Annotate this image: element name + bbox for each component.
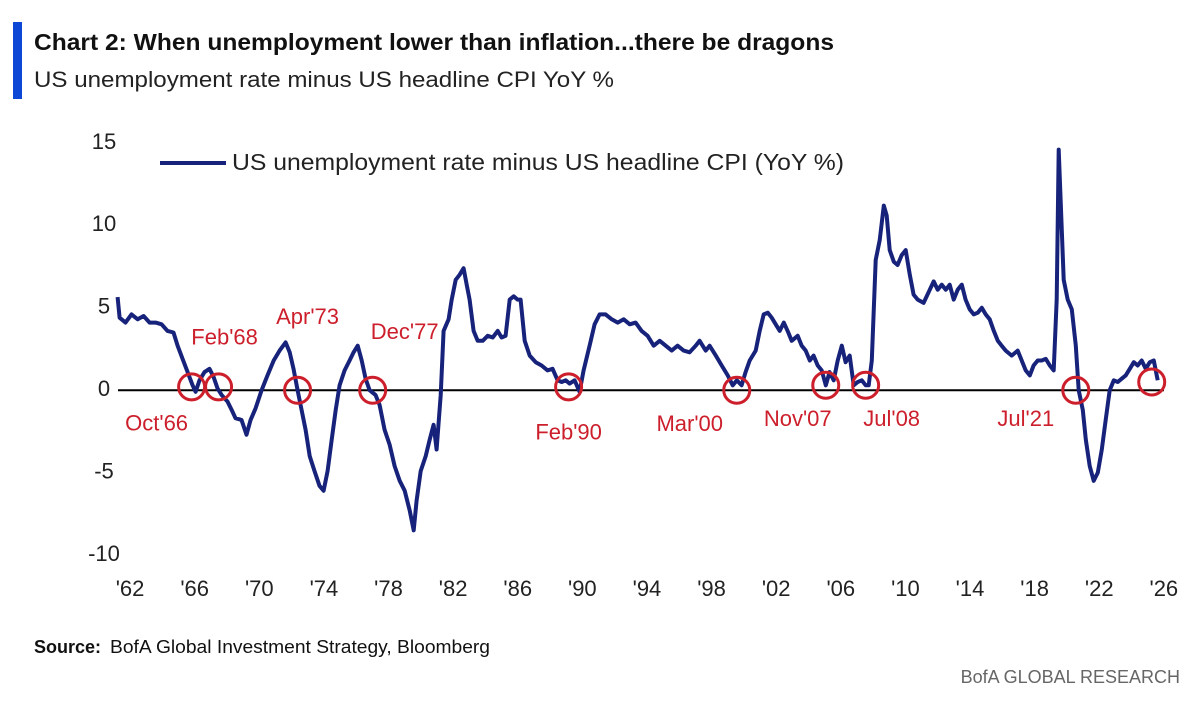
x-tick-label: '82 xyxy=(439,576,468,601)
x-tick-label: '02 xyxy=(762,576,791,601)
annotation-circle xyxy=(283,375,313,405)
annotation-label: Mar'00 xyxy=(656,411,723,436)
annotation-label: Jul'21 xyxy=(997,406,1054,431)
annotation-label: Jul'08 xyxy=(863,406,920,431)
footer: BofA GLOBAL RESEARCH xyxy=(961,667,1180,687)
y-tick-label: 10 xyxy=(92,211,116,236)
annotation-circle xyxy=(811,370,841,400)
x-tick-label: '14 xyxy=(956,576,985,601)
annotation-label: Feb'68 xyxy=(191,325,258,350)
annotation-label: Dec'77 xyxy=(371,319,439,344)
annotation-label: Apr'73 xyxy=(276,304,339,329)
source: BofA Global Investment Strategy, Bloombe… xyxy=(110,637,490,657)
x-tick-label: '74 xyxy=(310,576,339,601)
annotation-circle xyxy=(554,372,584,402)
x-tick-label: '66 xyxy=(180,576,209,601)
title-accent xyxy=(13,22,22,99)
y-tick-label: 5 xyxy=(98,294,110,319)
source-label: Source: xyxy=(34,637,101,657)
y-tick-label: 0 xyxy=(98,376,110,401)
x-tick-label: '22 xyxy=(1085,576,1114,601)
annotation-label: Nov'07 xyxy=(764,406,832,431)
x-tick-label: '70 xyxy=(245,576,274,601)
y-tick-label: -5 xyxy=(94,458,114,483)
annotation-label: Feb'90 xyxy=(535,420,602,445)
annotation-circle xyxy=(1137,367,1167,397)
x-tick-label: '26 xyxy=(1150,576,1179,601)
x-tick-label: '06 xyxy=(826,576,855,601)
annotation-circle xyxy=(358,375,388,405)
legend-label: US unemployment rate minus US headline C… xyxy=(232,149,844,175)
x-tick-label: '86 xyxy=(503,576,532,601)
annotation-circle xyxy=(1061,375,1091,405)
x-tick-label: '10 xyxy=(891,576,920,601)
x-tick-label: '18 xyxy=(1020,576,1049,601)
x-tick-label: '62 xyxy=(116,576,145,601)
annotation-circle xyxy=(722,375,752,405)
x-tick-label: '98 xyxy=(697,576,726,601)
annotation-circle xyxy=(851,370,881,400)
chart-title: Chart 2: When unemployment lower than in… xyxy=(34,29,834,55)
y-tick-label: -10 xyxy=(88,541,120,566)
x-tick-label: '90 xyxy=(568,576,597,601)
series-line xyxy=(115,147,1160,533)
x-tick-label: '94 xyxy=(633,576,662,601)
x-tick-label: '78 xyxy=(374,576,403,601)
chart-subtitle: US unemployment rate minus US headline C… xyxy=(34,67,614,92)
annotation-circle xyxy=(204,372,234,402)
y-tick-label: 15 xyxy=(92,129,116,154)
annotation-label: Oct'66 xyxy=(125,411,188,436)
